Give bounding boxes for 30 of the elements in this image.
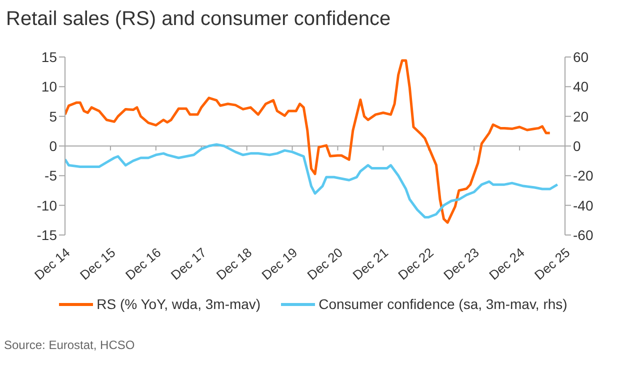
x-tick-label: Dec 14: [32, 244, 73, 283]
x-tick-label: Dec 22: [395, 244, 436, 283]
y-tick-label: -5: [44, 168, 58, 184]
y-tick-label: 5: [49, 108, 58, 124]
y-tick-label: 0: [49, 138, 58, 154]
y-tick-label: -15: [36, 226, 58, 243]
legend-label: Consumer confidence (sa, 3m-mav, rhs): [318, 296, 568, 312]
y2-tick-label: -40: [573, 197, 594, 214]
x-tick-label: Dec 16: [122, 244, 164, 283]
x-tick-label: Dec 21: [350, 244, 391, 283]
y-tick-label: -10: [36, 197, 58, 214]
legend-label: RS (% YoY, wda, 3m-mav): [96, 296, 261, 312]
source-note: Source: Eurostat, HCSO: [4, 338, 135, 352]
y2-tick-label: 20: [573, 108, 589, 124]
x-tick-label: Dec 25: [532, 244, 573, 283]
x-tick-label: Dec 20: [304, 244, 346, 283]
y2-tick-label: -60: [573, 226, 594, 243]
y2-tick-label: 40: [573, 78, 589, 95]
x-tick-label: Dec 17: [168, 244, 210, 283]
x-tick-label: Dec 23: [440, 244, 482, 283]
y2-tick-label: -20: [573, 168, 594, 184]
x-tick-label: Dec 15: [77, 244, 118, 283]
y-tick-label: 15: [41, 48, 58, 65]
y2-tick-label: 0: [573, 138, 581, 154]
chart-title: Retail sales (RS) and consumer confidence: [6, 8, 391, 31]
x-tick-label: Dec 19: [258, 244, 300, 283]
y2-tick-label: 60: [573, 48, 589, 65]
y-tick-label: 10: [41, 78, 58, 95]
x-tick-label: Dec 24: [486, 244, 528, 283]
x-tick-label: Dec 18: [213, 244, 255, 283]
